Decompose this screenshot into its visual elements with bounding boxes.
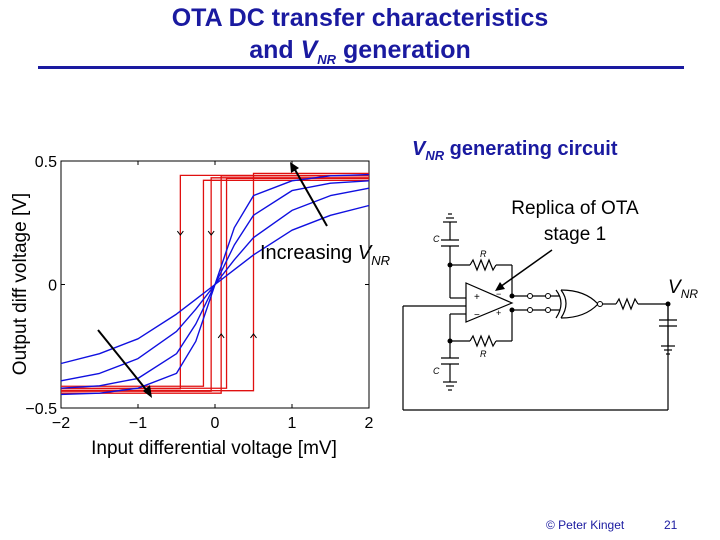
bottom-res-label: R <box>480 349 487 359</box>
footer-copyright: © Peter Kinget <box>546 518 625 532</box>
schematic-wires <box>402 213 677 411</box>
annotation-increasing-vnr: Increasing VNR <box>260 242 390 268</box>
annotation-var: V <box>358 242 373 264</box>
title-line2-post: generation <box>336 36 471 64</box>
title-line2-var: V <box>300 36 318 64</box>
replica-label-line1: Replica of OTA <box>511 198 639 219</box>
slide-title-line1: OTA DC transfer characteristics <box>171 4 549 32</box>
circuit-heading-var: V <box>412 138 426 160</box>
ota-minus-in: − <box>474 310 480 321</box>
top-cap-label: C <box>433 234 440 244</box>
replica-pointer-arrow <box>499 249 553 288</box>
sigmoid-curve-3 <box>60 204 370 365</box>
arrow-increasing-bottom <box>97 329 149 393</box>
ota-plus-out: + <box>496 308 501 318</box>
title-line2-sub: NR <box>317 52 337 67</box>
y-tick-label-1: 0 <box>48 278 57 295</box>
ota-plus-in: + <box>474 292 480 303</box>
title-rule <box>38 66 684 69</box>
y-axis-label: Output diff voltage [V] <box>10 193 31 375</box>
hysteresis-loop-falling-2 <box>61 179 369 387</box>
tick-layer: −2 −1 0 1 2 −0.5 0 0.5 <box>25 154 373 432</box>
circuit-heading-sub: NR <box>425 148 445 163</box>
top-res-label: R <box>480 249 487 259</box>
annotation-pre: Increasing <box>260 242 358 264</box>
page-number: 21 <box>664 518 678 532</box>
schematic-open-terminals <box>527 293 603 313</box>
transfer-chart: −2 −1 0 1 2 −0.5 0 0.5 Input differential volta… <box>10 154 390 459</box>
hysteresis-direction-mark-1 <box>207 230 215 236</box>
x-tick-label-4: 2 <box>365 415 374 432</box>
circuit-heading: VNR generating circuit <box>412 138 682 163</box>
output-sub: NR <box>681 287 699 301</box>
arrow-increasing-top <box>293 167 328 227</box>
output-var: V <box>668 277 683 298</box>
arrow-head-bottom <box>143 385 152 398</box>
x-tick-label-2: 0 <box>211 415 220 432</box>
x-tick-label-1: −1 <box>129 415 147 432</box>
y-tick-label-2: 0.5 <box>35 154 57 171</box>
circuit-heading-text: generating circuit <box>444 138 618 160</box>
replica-pointer-head <box>495 282 505 291</box>
hysteresis-direction-mark-3 <box>250 333 257 339</box>
arrow-head-top <box>290 162 299 173</box>
annotation-sub: NR <box>371 253 390 268</box>
schematic-nodes <box>447 262 671 344</box>
slide-title-line2: and VNR generation <box>0 36 720 67</box>
x-tick-label-3: 1 <box>288 415 297 432</box>
title-line2-pre: and <box>249 36 301 64</box>
output-vnr-label: VNR <box>668 277 698 301</box>
y-tick-label-0: −0.5 <box>25 401 57 418</box>
bottom-cap-label: C <box>433 366 440 376</box>
x-tick-label-0: −2 <box>52 415 70 432</box>
hysteresis-direction-mark-0 <box>176 230 184 236</box>
hysteresis-direction-mark-2 <box>217 333 225 339</box>
replica-label-line2: stage 1 <box>544 224 606 245</box>
hysteresis-loop-rising-1 <box>61 175 369 394</box>
x-axis-label: Input differential voltage [mV] <box>91 438 337 459</box>
ota-minus-out: − <box>496 289 501 299</box>
